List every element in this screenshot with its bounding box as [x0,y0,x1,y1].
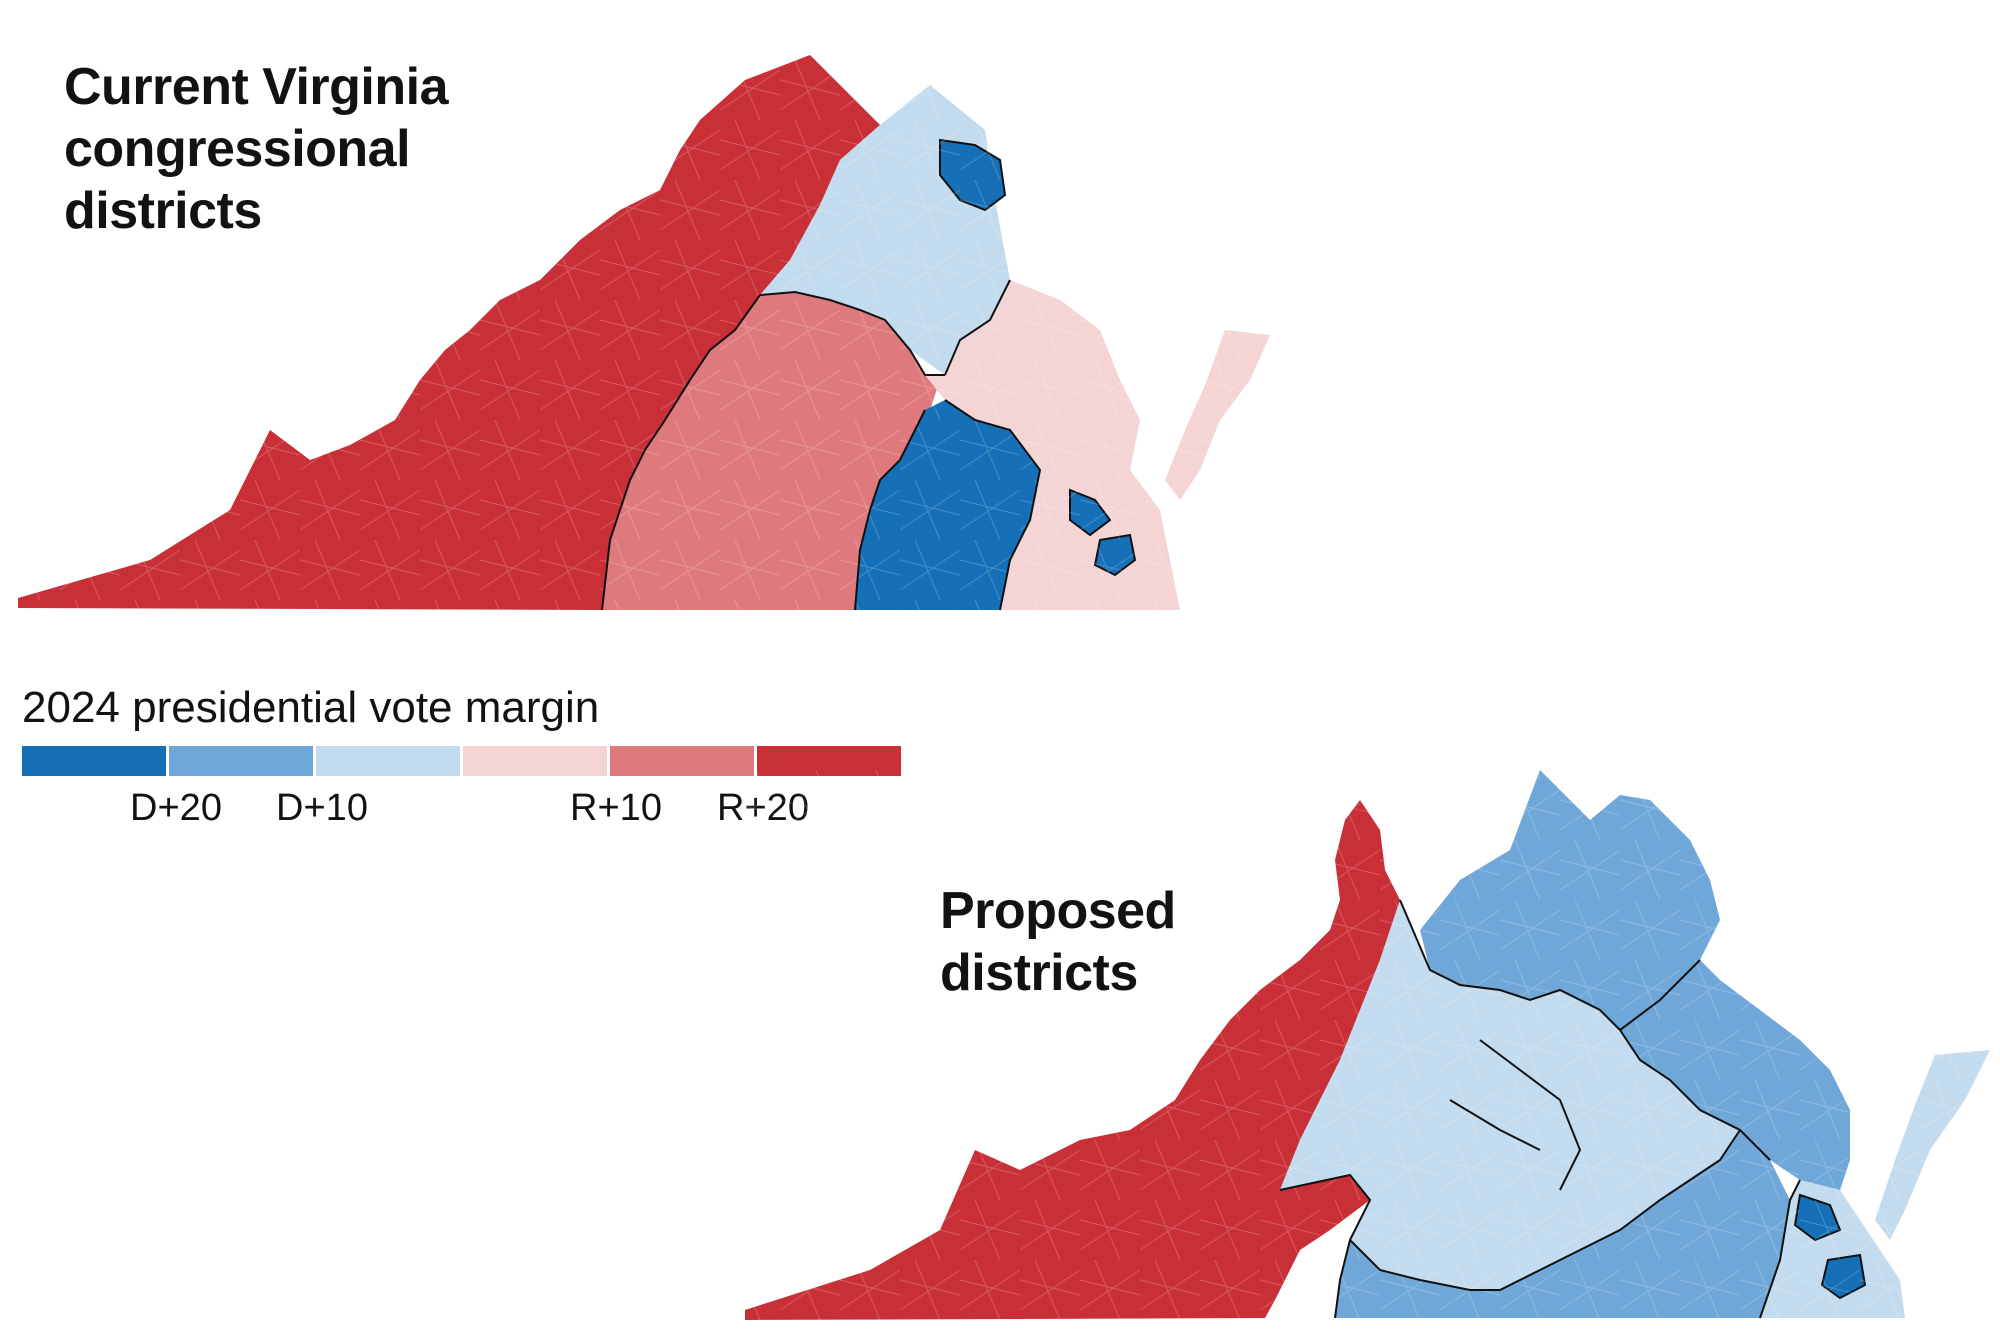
proposed-hampton-roads-d [1793,1193,1842,1242]
proposed-eastern-shore [1875,1050,1990,1240]
legend-swatch-r-lean [463,746,607,776]
legend-swatch-d-strong [22,746,166,776]
current-district-borders [601,279,1042,611]
proposed-district-southwest-r [745,800,1400,1320]
legend-swatch-d-lean [316,746,460,776]
proposed-district-south-medium-d [1335,1130,1790,1318]
legend: 2024 presidential vote margin D+20 D+10 … [22,682,902,832]
proposed-district-north-medium-d [1420,770,1720,1030]
proposed-district-east-neck-medium-d [1620,960,1850,1190]
current-districts-map [0,0,1300,620]
legend-tick-r10: R+10 [570,787,662,829]
legend-bar [22,746,901,776]
legend-tick-d10: D+10 [276,787,368,829]
legend-swatch-r-medium [610,746,754,776]
current-road-texture [0,0,1300,620]
legend-tick-r20: R+20 [717,787,809,829]
current-map-title: Current Virginia congressional districts [64,58,449,240]
legend-swatch-d-medium [169,746,313,776]
proposed-district-southeast-lean-d [1760,1180,1905,1318]
proposed-district-central-lean-d [1280,900,1740,1290]
proposed-map-title: Proposed districts [940,882,1176,1002]
legend-tick-d20: D+20 [130,787,222,829]
proposed-district-borders [1279,899,1801,1319]
proposed-norfolk-d [1820,1253,1867,1300]
legend-swatch-r-strong [757,746,901,776]
legend-title: 2024 presidential vote margin [22,683,600,732]
proposed-road-texture [740,770,2000,1330]
